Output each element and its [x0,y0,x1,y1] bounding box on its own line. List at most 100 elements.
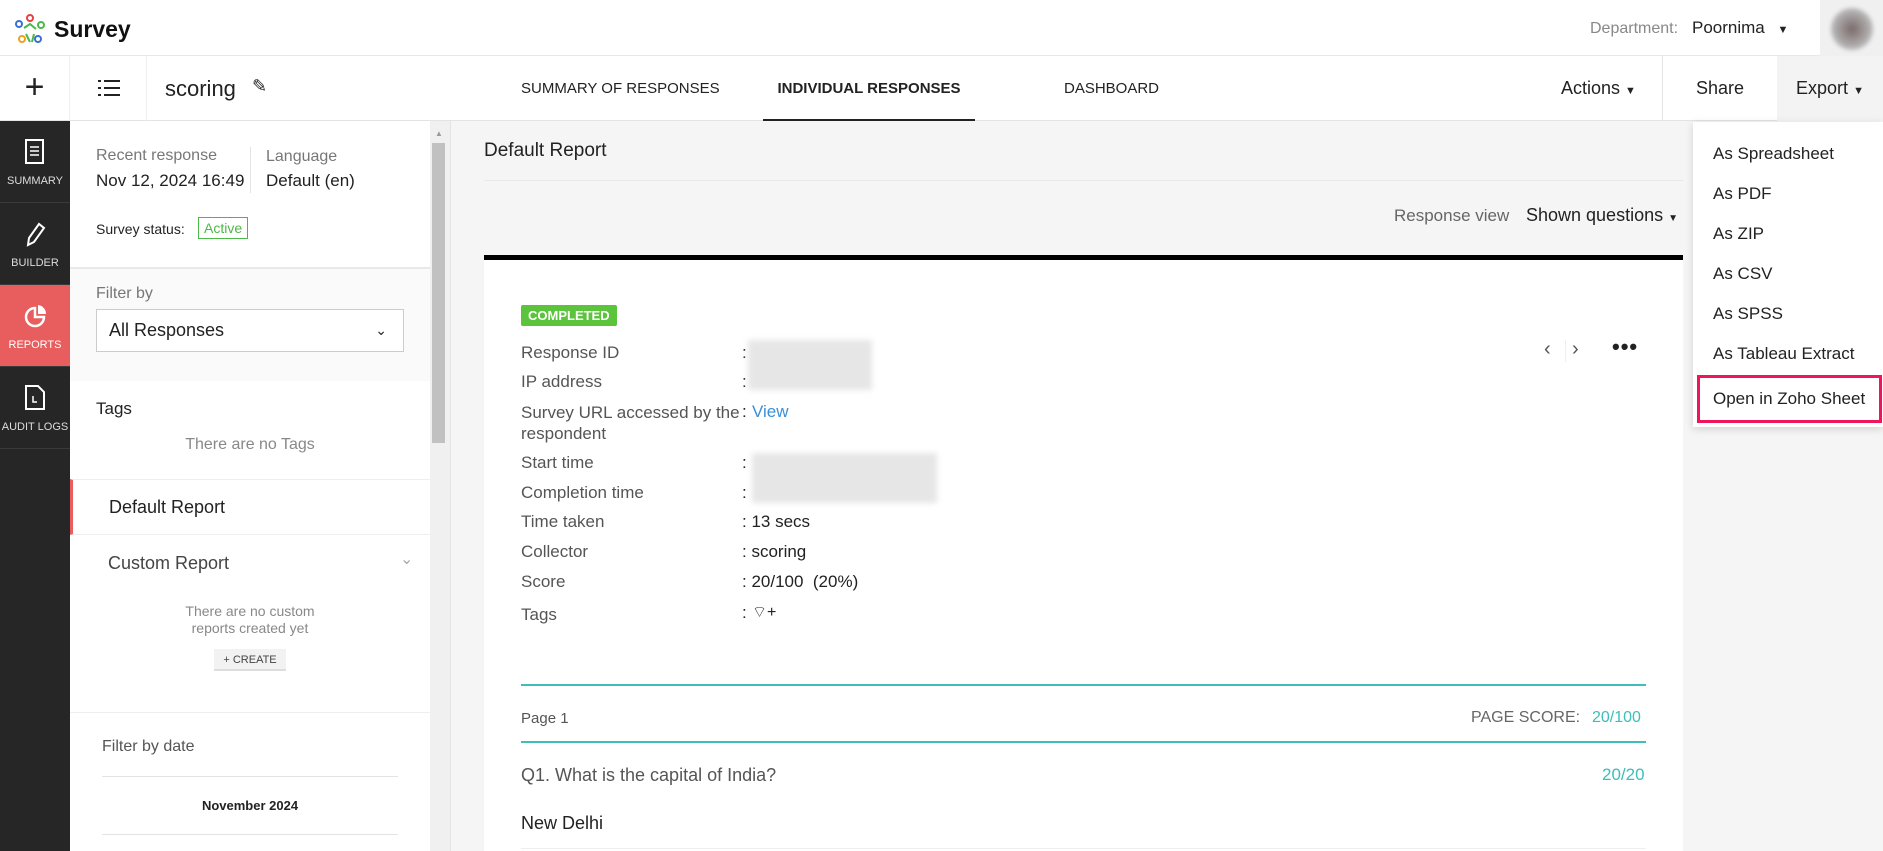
nav-reports[interactable]: REPORTS [0,285,70,367]
caret-down-icon: ▼ [1853,85,1864,97]
field-label: Time taken [521,512,605,531]
actions-label: Actions [1561,78,1621,98]
actions-button[interactable]: Actions ▼ [1561,78,1636,99]
no-tags-text: There are no Tags [185,436,315,453]
recent-response-label: Recent response [96,147,217,164]
menu-item-as-pdf[interactable]: As PDF [1713,184,1772,203]
tab-dashboard[interactable]: DASHBOARD [1064,80,1160,97]
question-text: Q1. What is the capital of India? [521,765,777,785]
avatar[interactable] [1820,0,1883,56]
previous-arrow-icon[interactable]: ‹ [1544,338,1551,360]
menu-item-open-in-zoho-sheet[interactable]: Open in Zoho Sheet [1697,375,1882,423]
chevron-down-icon: ⌄ [400,551,414,568]
edit-pencil-icon[interactable]: ✎ [252,76,268,96]
filter-value: All Responses [109,320,225,340]
nav-builder[interactable]: BUILDER [0,203,70,285]
tab-individual-responses[interactable]: INDIVIDUAL RESPONSES [763,56,975,121]
filter-section: Filter by All Responses ⌄ [70,267,430,381]
caret-down-icon: ▼ [1777,24,1789,36]
side-scrollbar[interactable]: ▲ [430,121,450,851]
field-label: Tags [521,605,557,624]
survey-list-button[interactable] [70,56,147,121]
left-nav: SUMMARY BUILDER REPORTS AUDIT LOGS [0,121,70,851]
page-score-label: PAGE SCORE: [1471,709,1581,726]
colon: : [742,453,747,472]
divider [1565,340,1566,362]
divider [521,741,1646,743]
document-icon [25,139,44,164]
response-view-label: Response view [1394,206,1510,225]
scrollbar-thumb[interactable] [432,143,445,443]
colon: : [742,343,747,362]
report-side-panel: Recent response Nov 12, 2024 16:49 Langu… [70,121,430,851]
default-report-label: Default Report [109,497,226,517]
survey-title: scoring [165,76,236,101]
create-report-button[interactable]: + CREATE [214,649,286,671]
caret-down-icon: ▼ [1668,213,1679,224]
response-view-select[interactable]: Shown questions ▼ [1526,205,1678,226]
page-label: Page 1 [521,710,569,727]
menu-item-as-zip[interactable]: As ZIP [1713,224,1765,243]
divider [70,712,430,713]
pencil-icon [26,222,46,247]
survey-status-label: Survey status: [96,221,185,237]
field-label: IP address [521,372,602,391]
open-in-zoho-sheet-label: Open in Zoho Sheet [1713,389,1866,408]
filter-select[interactable]: All Responses ⌄ [96,309,404,352]
divider [521,684,1646,686]
share-button[interactable]: Share [1662,56,1777,121]
custom-report-item[interactable]: Custom Report ⌄ [70,535,430,591]
field-label: Start time [521,453,594,472]
no-custom-text-2: reports created yet [191,620,309,636]
menu-item-as-spreadsheet[interactable]: As Spreadsheet [1713,144,1834,163]
top-header: Survey Department: Poornima ▼ [0,0,1883,56]
divider [484,180,1684,181]
audit-file-icon [25,385,45,410]
next-arrow-icon[interactable]: › [1572,338,1579,360]
time-taken-value: : 13 secs [742,512,811,531]
filter-by-date-label: Filter by date [102,738,195,755]
chevron-down-icon: ⌄ [375,322,387,338]
default-report-item[interactable]: Default Report [70,479,430,535]
menu-item-as-tableau-extract[interactable]: As Tableau Extract [1713,344,1855,363]
department-select[interactable]: Poornima ▼ [1692,18,1788,38]
list-icon [98,80,120,96]
pie-chart-icon [24,305,47,328]
status-badge: Active [198,217,249,239]
more-options-icon[interactable]: ••• [1612,334,1639,359]
no-custom-text-1: There are no custom [185,603,315,619]
menu-item-as-csv[interactable]: As CSV [1713,264,1773,283]
custom-report-label: Custom Report [108,553,230,573]
language-value: Default (en) [266,171,355,190]
colon: : [742,483,747,502]
export-button[interactable]: Export ▼ [1777,56,1883,121]
nav-audit-logs[interactable]: AUDIT LOGS [0,367,70,449]
completed-badge: COMPLETED [521,305,617,326]
response-card: COMPLETED ‹ › ••• Response ID : IP addre… [484,255,1683,851]
export-label: Export [1796,78,1849,98]
redacted-times [752,453,937,503]
redacted-response-id [748,340,872,390]
app-name: Survey [54,16,131,42]
field-label: Completion time [521,483,644,502]
colon: : [742,402,747,421]
tab-summary-of-responses[interactable]: SUMMARY OF RESPONSES [521,80,720,97]
nav-summary[interactable]: SUMMARY [0,121,70,203]
toolbar: + scoring ✎ SUMMARY OF RESPONSES INDIVID… [0,56,1883,121]
language-label: Language [266,148,338,165]
answer-text: New Delhi [521,813,604,833]
menu-item-as-spss[interactable]: As SPSS [1713,304,1783,323]
survey-logo-icon [15,14,45,43]
colon: : [742,372,747,391]
month-header[interactable]: November 2024 [102,776,398,835]
report-title: Default Report [484,140,607,161]
divider [521,848,1646,849]
field-label: Response ID [521,343,620,362]
view-url-link[interactable]: View [752,402,789,421]
filter-by-label: Filter by [96,285,153,302]
scroll-up-arrow-icon[interactable]: ▲ [435,129,443,138]
add-tag-icon[interactable]: ⌔+ [752,604,777,621]
score-value: : 20/100 (20%) [742,572,859,591]
add-plus-icon[interactable]: + [0,56,70,121]
response-view-value: Shown questions [1526,205,1664,225]
